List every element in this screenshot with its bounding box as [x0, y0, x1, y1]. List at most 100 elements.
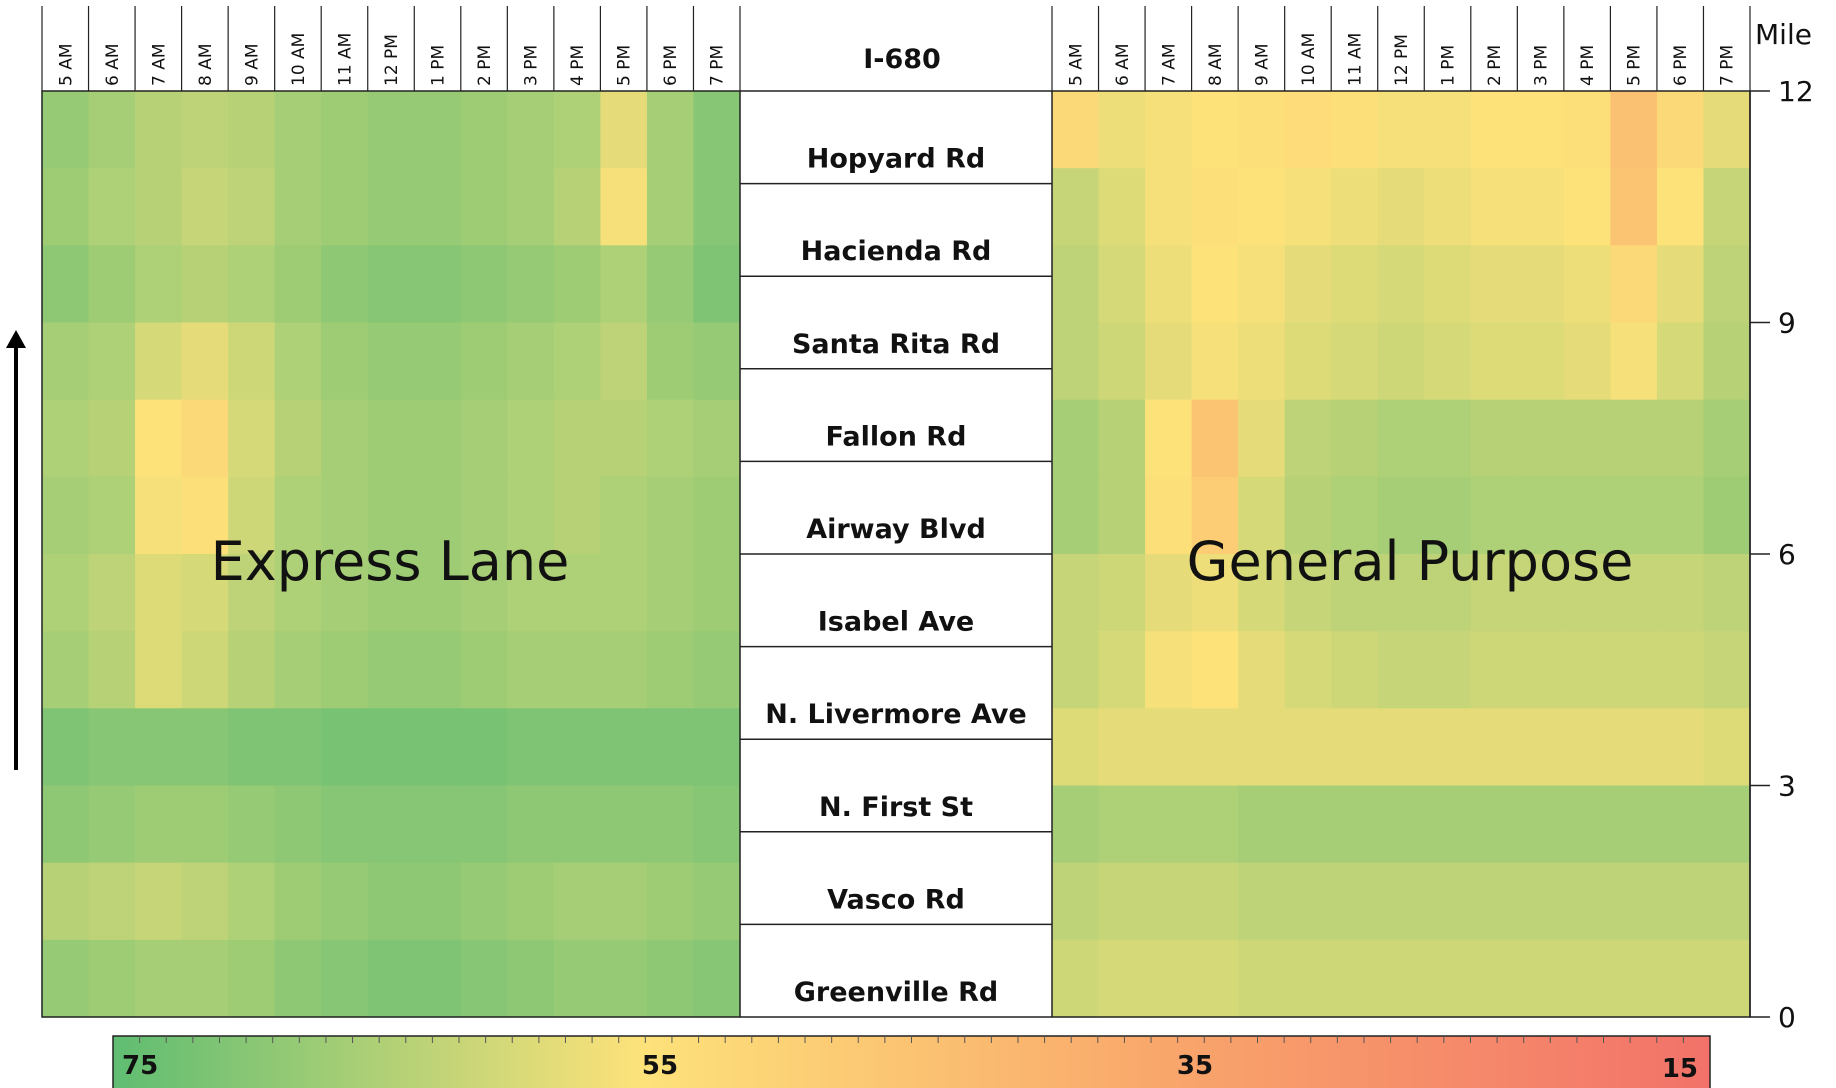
- heatmap-cell: [1191, 168, 1239, 246]
- heatmap-cell: [553, 399, 601, 478]
- interchange-label: Vasco Rd: [827, 884, 965, 915]
- heatmap-cell: [1424, 708, 1472, 787]
- hour-tick-label: 5 PM: [1625, 45, 1645, 86]
- hour-tick-label: 2 PM: [475, 45, 495, 86]
- heatmap-cell: [88, 631, 136, 709]
- heatmap-cell: [321, 631, 369, 709]
- heatmap-cell: [321, 708, 369, 787]
- heatmap-cell: [1377, 168, 1425, 246]
- heatmap-cell: [228, 168, 276, 246]
- heatmap-cell: [42, 245, 90, 324]
- heatmap-cell: [646, 91, 695, 169]
- heatmap-cell: [274, 939, 322, 1018]
- heatmap-cell: [1610, 862, 1658, 941]
- heatmap-cell: [1331, 862, 1379, 941]
- general-purpose-panel: [1051, 90, 1751, 1018]
- heatmap-cell: [1470, 631, 1518, 709]
- heatmap-cell: [1377, 862, 1425, 941]
- heatmap-cell: [460, 476, 508, 555]
- heatmap-cell: [1517, 554, 1565, 632]
- heatmap-cell: [646, 708, 695, 787]
- heatmap-cell: [414, 708, 462, 787]
- heatmap-cell: [1470, 168, 1518, 246]
- heatmap-cell: [1331, 476, 1379, 555]
- heatmap-cell: [228, 245, 276, 324]
- heatmap-cell: [321, 862, 369, 941]
- heatmap-cell: [693, 168, 741, 246]
- heatmap-cell: [414, 862, 462, 941]
- heatmap-cell: [135, 862, 183, 941]
- heatmap-cell: [460, 245, 508, 324]
- heatmap-cell: [1656, 245, 1705, 324]
- heatmap-cell: [460, 168, 508, 246]
- heatmap-cell: [1331, 245, 1379, 324]
- interchange-label: N. First St: [819, 792, 973, 823]
- heatmap-cell: [1610, 708, 1658, 787]
- heatmap-cell: [1703, 245, 1751, 324]
- heatmap-cell: [1052, 631, 1100, 709]
- heatmap-cell: [1191, 862, 1239, 941]
- heatmap-cell: [460, 708, 508, 787]
- heatmap-cell: [1424, 322, 1472, 401]
- heatmap-cell: [1331, 554, 1379, 632]
- heatmap-cell: [88, 91, 136, 169]
- heatmap-cell: [228, 399, 276, 478]
- heatmap-cell: [1424, 554, 1472, 632]
- heatmap-cell: [414, 168, 462, 246]
- heatmap-cell: [367, 91, 415, 169]
- heatmap-cell: [1377, 322, 1425, 401]
- heatmap-cell: [600, 91, 648, 169]
- heatmap-cell: [1098, 708, 1146, 787]
- heatmap-cell: [507, 476, 555, 555]
- hour-tick-label: 3 PM: [522, 45, 542, 86]
- heatmap-cell: [1563, 785, 1611, 864]
- heatmap-cell: [1191, 939, 1239, 1018]
- heatmap-cell: [507, 939, 555, 1018]
- color-scale-bar: [112, 1035, 1711, 1088]
- heatmap-cell: [181, 939, 229, 1018]
- heatmap-cell: [1238, 168, 1286, 246]
- heatmap-cell: [414, 631, 462, 709]
- heatmap-cell: [460, 91, 508, 169]
- heatmap-cell: [1470, 322, 1518, 401]
- hour-tick-label: 11 AM: [1345, 33, 1365, 86]
- heatmap-cell: [1377, 399, 1425, 478]
- heatmap-cell: [693, 245, 741, 324]
- heatmap-cell: [1098, 939, 1146, 1018]
- heatmap-cell: [693, 939, 741, 1018]
- heatmap-cell: [1470, 476, 1518, 555]
- heatmap-cell: [321, 322, 369, 401]
- heatmap-cell: [1238, 322, 1286, 401]
- heatmap-cell: [460, 322, 508, 401]
- heatmap-cell: [135, 168, 183, 246]
- heatmap-cell: [1284, 785, 1332, 864]
- heatmap-cell: [1284, 168, 1332, 246]
- heatmap-cell: [1191, 91, 1239, 169]
- heatmap-cell: [367, 862, 415, 941]
- heatmap-cell: [1424, 245, 1472, 324]
- heatmap-cell: [1377, 939, 1425, 1018]
- heatmap-cell: [1098, 631, 1146, 709]
- heatmap-cell: [646, 785, 695, 864]
- heatmap-cell: [553, 631, 601, 709]
- heatmap-cell: [646, 554, 695, 632]
- heatmap-cell: [274, 399, 322, 478]
- heatmap-cell: [1703, 862, 1751, 941]
- heatmap-cell: [1238, 399, 1286, 478]
- heatmap-cell: [1284, 322, 1332, 401]
- heatmap-cell: [1238, 631, 1286, 709]
- hour-tick-label: 8 AM: [196, 43, 216, 86]
- heatmap-cell: [42, 322, 90, 401]
- heatmap-cell: [181, 322, 229, 401]
- heatmap-cell: [181, 785, 229, 864]
- heatmap-cell: [414, 245, 462, 324]
- heatmap-cell: [1191, 245, 1239, 324]
- heatmap-cell: [1052, 939, 1100, 1018]
- heatmap-cell: [553, 785, 601, 864]
- interchange-label: Fallon Rd: [826, 421, 967, 452]
- heatmap-cell: [1703, 91, 1751, 169]
- hour-tick-label: 6 PM: [661, 45, 681, 86]
- heatmap-cell: [600, 168, 648, 246]
- heatmap-cell: [1331, 785, 1379, 864]
- heatmap-cell: [1098, 322, 1146, 401]
